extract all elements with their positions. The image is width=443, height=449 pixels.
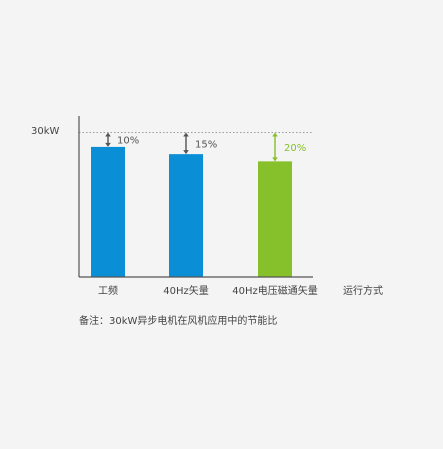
savings-arrow-head-top-2 (183, 132, 189, 137)
x-tick-label-2: 40Hz矢量 (163, 284, 209, 297)
savings-label-2: 15% (195, 139, 217, 150)
x-tick-label-1: 工频 (98, 284, 118, 297)
bar-1 (91, 146, 125, 277)
savings-arrow-head-top-1 (105, 132, 111, 137)
savings-arrow-3 (272, 132, 278, 162)
savings-arrow-head-top-3 (272, 132, 278, 137)
savings-arrow-head-bottom-2 (183, 150, 189, 155)
x-tick-label-3: 40Hz电压磁通矢量 (232, 284, 318, 297)
savings-arrow-head-bottom-1 (105, 142, 111, 147)
savings-arrow-2 (183, 132, 189, 155)
savings-arrow-1 (105, 132, 111, 147)
chart-note: 备注：30kW异步电机在风机应用中的节能比 (79, 314, 277, 327)
y-reference-label: 30kW (31, 126, 60, 137)
bar-3 (258, 161, 292, 277)
savings-label-1: 10% (117, 136, 139, 147)
savings-arrow-head-bottom-3 (272, 157, 278, 162)
x-axis-label: 运行方式 (343, 284, 383, 297)
savings-label-3: 20% (284, 143, 306, 154)
bar-2 (169, 154, 203, 277)
plot-layer: 10% 工频 15% 40Hz矢量 20% 40Hz电压磁通矢量 (78, 116, 318, 297)
